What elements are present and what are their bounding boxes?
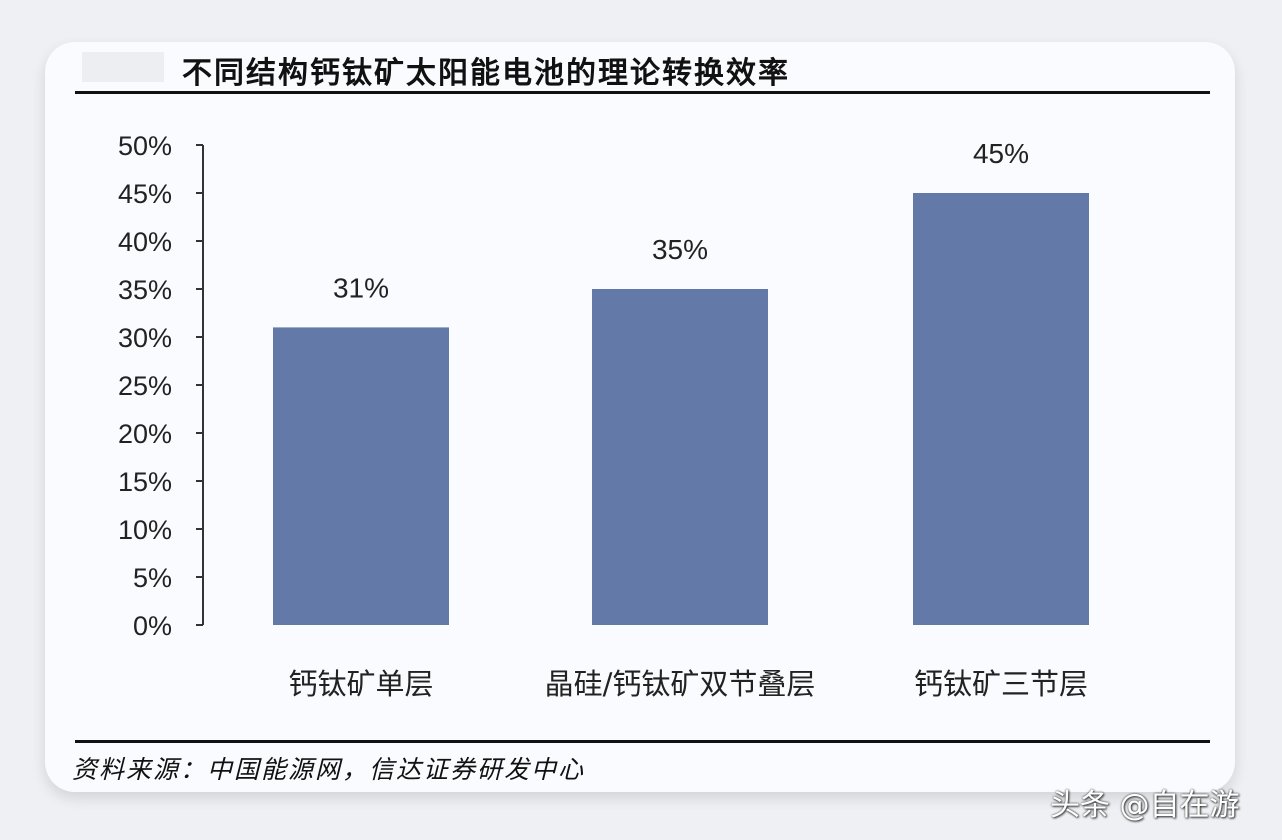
y-tick-label: 50% xyxy=(118,131,172,161)
watermark: 头条 @自在游 xyxy=(1050,788,1240,823)
y-tick-label: 0% xyxy=(133,611,172,641)
title-divider xyxy=(75,91,1210,94)
logo-placeholder xyxy=(82,52,164,82)
chart-title: 不同结构钙钛矿太阳能电池的理论转换效率 xyxy=(182,56,790,91)
y-tick-label: 10% xyxy=(118,515,172,545)
data-label: 45% xyxy=(973,138,1029,169)
x-category-label: 钙钛矿三节层 xyxy=(914,667,1088,701)
y-tick-label: 15% xyxy=(118,467,172,497)
y-tick-label: 45% xyxy=(118,179,172,209)
y-tick-label: 30% xyxy=(118,323,172,353)
bar xyxy=(273,327,449,625)
bar xyxy=(592,289,768,625)
data-label: 35% xyxy=(652,234,708,265)
y-tick-label: 40% xyxy=(118,227,172,257)
source-note: 资料来源：中国能源网，信达证券研发中心 xyxy=(72,755,586,784)
y-tick-label: 5% xyxy=(133,563,172,593)
bar xyxy=(913,193,1089,625)
source-divider xyxy=(75,740,1210,743)
x-category-label: 钙钛矿单层 xyxy=(288,667,433,701)
y-tick-label: 20% xyxy=(118,419,172,449)
x-category-label: 晶硅/钙钛矿双节叠层 xyxy=(545,667,816,701)
data-label: 31% xyxy=(333,272,389,303)
y-tick-label: 35% xyxy=(118,275,172,305)
y-tick-label: 25% xyxy=(118,371,172,401)
